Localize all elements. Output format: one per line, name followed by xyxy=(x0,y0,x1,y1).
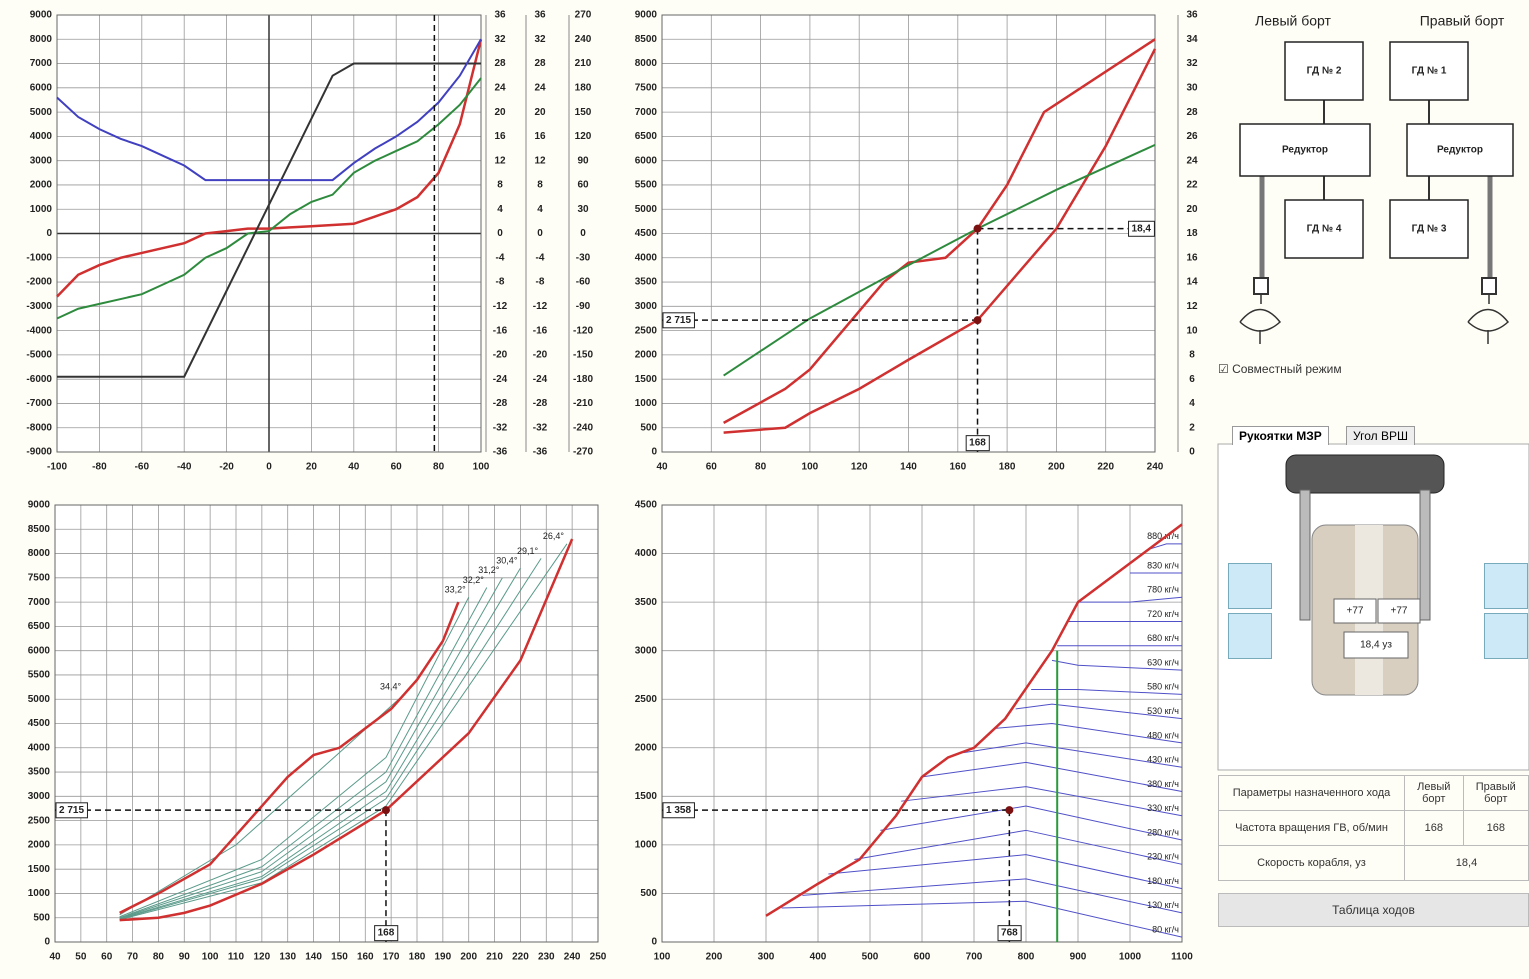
lever-speed: 18,4 уз xyxy=(1360,640,1392,651)
right-down-button[interactable] xyxy=(1484,613,1528,659)
right-up-button[interactable] xyxy=(1484,563,1528,609)
table-cell: 168 xyxy=(1463,811,1528,846)
engine-label: ГД № 3 xyxy=(1412,224,1447,235)
table-button[interactable]: Таблица ходов xyxy=(1218,893,1529,927)
engine-label: ГД № 2 xyxy=(1307,66,1342,77)
table-header: Параметры назначенного хода xyxy=(1219,776,1405,811)
table-header: Правый борт xyxy=(1463,776,1528,811)
table-cell: Частота вращения ГВ, об/мин xyxy=(1219,811,1405,846)
left-down-button[interactable] xyxy=(1228,613,1272,659)
table-cell: 18,4 xyxy=(1405,846,1529,881)
engine-label: ГД № 4 xyxy=(1307,224,1342,235)
table-cell: 168 xyxy=(1405,811,1464,846)
engine-label: ГД № 1 xyxy=(1412,66,1447,77)
gearbox-label: Редуктор xyxy=(1437,145,1483,156)
table-header: Левый борт xyxy=(1405,776,1464,811)
checkbox-label: Совместный режим xyxy=(1232,362,1341,376)
lever-right: +77 xyxy=(1391,606,1408,617)
tab[interactable]: Рукоятки МЗР xyxy=(1232,426,1329,445)
right-title: Правый борт xyxy=(1420,13,1505,29)
tab[interactable]: Угол ВРШ xyxy=(1346,426,1415,445)
gearbox-label: Редуктор xyxy=(1282,145,1328,156)
left-title: Левый борт xyxy=(1255,13,1331,29)
lever-left: +77 xyxy=(1347,606,1364,617)
params-table: Параметры назначенного ходаЛевый бортПра… xyxy=(1218,775,1529,881)
checkbox[interactable]: ☑ Совместный режим xyxy=(1218,362,1342,376)
table-cell: Скорость корабля, уз xyxy=(1219,846,1405,881)
left-up-button[interactable] xyxy=(1228,563,1272,609)
page: -100-80-60-40-20020406080100-9000-8000-7… xyxy=(0,0,1529,979)
